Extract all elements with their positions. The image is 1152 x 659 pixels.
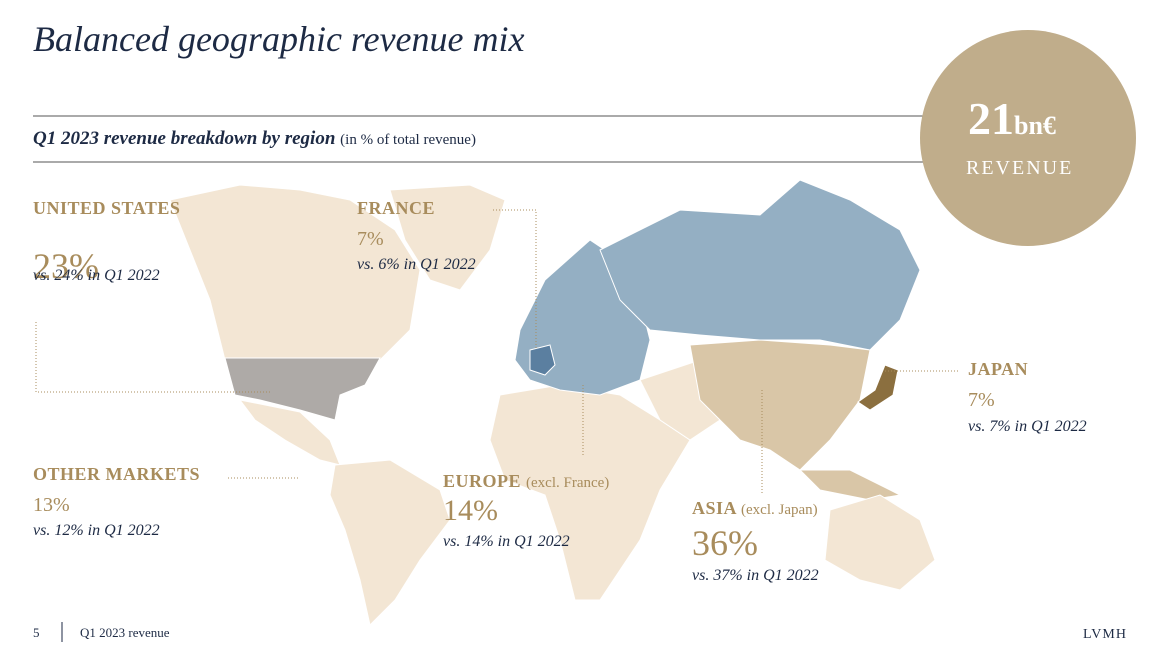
russia [599,179,921,351]
region-share: 13% [33,494,70,516]
mexico [238,399,341,466]
france [529,344,556,376]
region-comparison: vs. 24% in Q1 2022 [33,267,160,284]
region-name: JAPAN [968,359,1028,380]
region-comparison: vs. 14% in Q1 2022 [443,533,570,550]
revenue-badge [920,30,1136,246]
region-qualifier: (excl. Japan) [741,502,818,518]
subtitle-note: (in % of total revenue) [340,132,476,148]
revenue-amount-line: 21bn€ [968,92,1056,145]
canada [169,184,421,361]
region-share: 36% [692,523,758,563]
region-share: 14% [443,494,498,527]
united-states [224,357,381,421]
region-label: FRANCE [357,198,435,218]
region-name: OTHER MARKETS [33,464,200,485]
southeast-asia [798,469,902,501]
subtitle-main: Q1 2023 revenue breakdown by region [33,128,336,149]
south-america [329,459,451,626]
japan [857,364,899,411]
africa [489,384,691,601]
region-qualifier: (excl. France) [526,475,610,491]
region-comparison: vs. 6% in Q1 2022 [357,256,476,273]
world-map [169,179,936,626]
title: Balanced geographic revenue mix [33,19,525,59]
leader-line [35,322,270,393]
region-label: JAPAN [968,359,1029,379]
region-name: FRANCE [357,198,435,219]
revenue-unit: bn€ [1014,111,1056,140]
brand: LVMH [1083,627,1127,642]
region-label: OTHER MARKETS [33,464,201,484]
region-name: ASIA (excl. Japan) [692,498,818,519]
asia [689,339,871,471]
region-label: UNITED STATES [33,198,181,218]
revenue-label: REVENUE [966,157,1074,179]
region-label: EUROPE [443,471,522,491]
leader-line [493,209,537,350]
australia [824,494,936,591]
footer-text: Q1 2023 revenue [80,625,170,640]
region-comparison: vs. 12% in Q1 2022 [33,522,160,539]
revenue-amount: 21 [968,93,1014,144]
region-comparison: vs. 37% in Q1 2022 [692,567,819,584]
page-number: 5 [33,625,40,640]
region-name: UNITED STATES [33,198,180,219]
region-comparison: vs. 7% in Q1 2022 [968,418,1087,435]
region-name: EUROPE (excl. France) [443,471,609,492]
greenland [389,184,506,291]
region-share: 7% [357,228,384,250]
region-share: 7% [968,389,995,411]
leader-lines [35,209,958,495]
region-label: ASIA [692,498,737,518]
subtitle: Q1 2023 revenue breakdown by region (in … [33,128,476,150]
region-share: 23% [33,246,99,286]
